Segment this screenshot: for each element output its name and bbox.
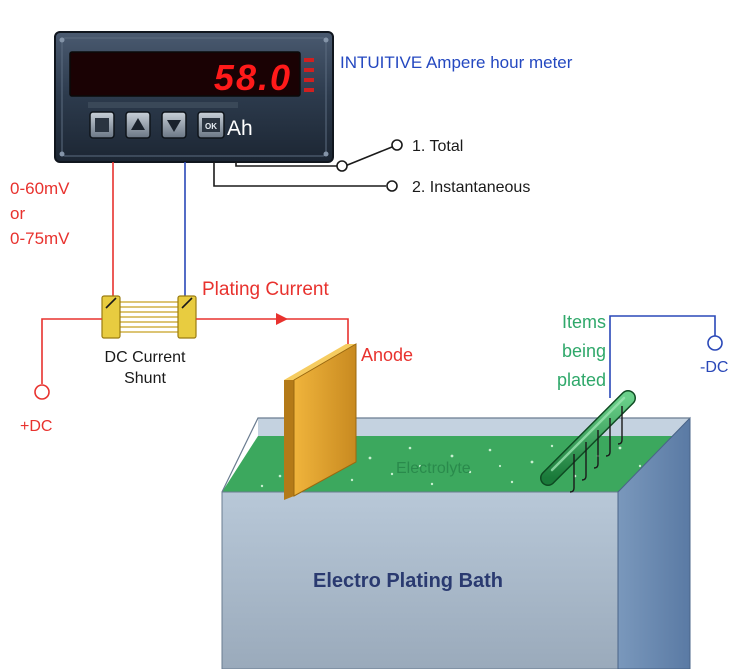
bath-side-face (617, 416, 691, 669)
items-label-line-2: being (562, 341, 606, 361)
switch-option-total[interactable]: 1. Total (391, 138, 463, 155)
electrolyte-label: Electrolyte (396, 460, 471, 477)
meter-button-1[interactable] (89, 111, 115, 139)
electro-plating-bath: Electrolyte Electro Plating Bath (221, 416, 691, 669)
meter-button-down[interactable] (161, 111, 187, 139)
positive-terminal (34, 384, 50, 400)
mode-switch-wiring (213, 146, 393, 187)
items-label-line-3: plated (557, 370, 606, 390)
items-label-line-1: Items (562, 312, 606, 332)
shunt-label-line-1: DC Current (105, 349, 186, 366)
switch-option-total-label: 1. Total (412, 138, 463, 155)
meter-title: INTUITIVE Ampere hour meter (340, 53, 573, 72)
anode-plate (284, 343, 357, 500)
negative-terminal (707, 335, 723, 351)
ampere-hour-meter: 58.0 OK Ah (54, 31, 334, 163)
anode-label: Anode (361, 345, 413, 365)
plating-current-wire (41, 318, 349, 384)
input-range-line-3: 0-75mV (10, 229, 70, 248)
shunt-label-line-2: Shunt (124, 370, 166, 387)
bath-label: Electro Plating Bath (313, 570, 503, 592)
meter-display (69, 51, 301, 97)
plated-items-hooks (569, 406, 623, 493)
input-range-line-1: 0-60mV (10, 179, 70, 198)
meter-ok-label: OK (205, 122, 217, 131)
current-direction-arrow-icon (276, 313, 288, 325)
cathode-wire (609, 315, 716, 398)
down-arrow-icon (167, 120, 181, 132)
bath-front-face (221, 491, 619, 669)
positive-terminal-label: +DC (20, 418, 52, 435)
cathode-rod (540, 390, 636, 486)
input-range-line-2: or (10, 204, 25, 223)
items-being-plated-label: Items being plated (557, 312, 606, 390)
meter-button-up[interactable] (125, 111, 151, 139)
switch-option-instantaneous[interactable]: 2. Instantaneous (386, 179, 530, 196)
input-range-label: 0-60mV or 0-75mV (10, 179, 70, 248)
meter-unit-label: Ah (227, 117, 253, 140)
up-arrow-icon (131, 118, 145, 130)
meter-status-leds (304, 58, 314, 92)
meter-display-value: 58.0 (214, 57, 292, 98)
switch-pivot-terminal (336, 160, 348, 172)
dc-current-shunt (101, 295, 197, 339)
negative-terminal-label: -DC (700, 359, 728, 376)
plating-current-label: Plating Current (202, 279, 329, 300)
meter-ok-button[interactable]: OK (197, 111, 225, 139)
switch-option-instantaneous-label: 2. Instantaneous (412, 179, 530, 196)
